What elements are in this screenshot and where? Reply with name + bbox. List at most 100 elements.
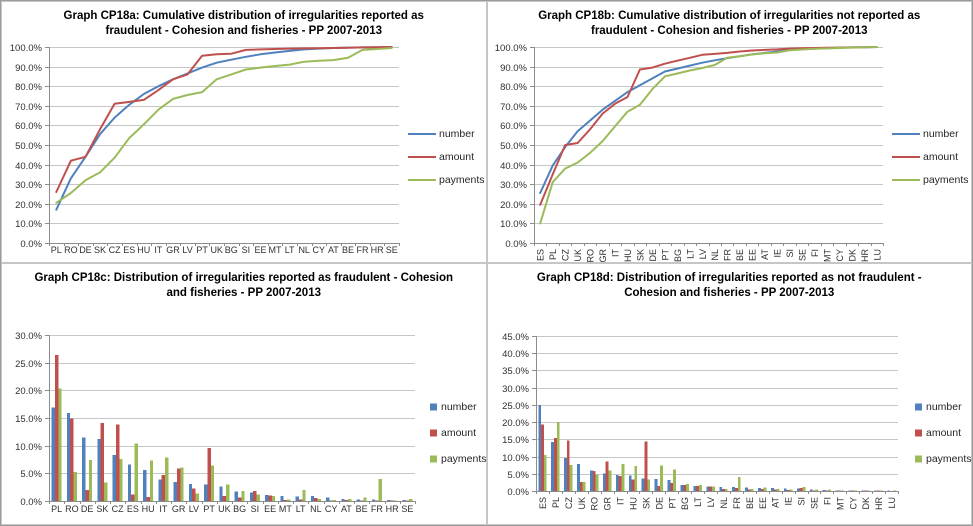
bar-payments-EE xyxy=(271,496,276,501)
bar-number-SK xyxy=(641,478,644,491)
y-tick-label: 35.0% xyxy=(502,366,529,377)
x-tick-label: LT xyxy=(285,245,295,255)
legend-label: number xyxy=(439,128,475,140)
x-tick-label: SI xyxy=(251,504,260,514)
x-tick-label: CZ xyxy=(560,249,570,261)
x-tick-label: UK xyxy=(218,504,231,514)
legend-label: number xyxy=(441,401,477,413)
y-tick-label: 80.0% xyxy=(15,82,42,93)
bar-payments-RO xyxy=(73,472,77,501)
legend-item-payments: payments xyxy=(408,174,485,186)
bar-amount-FR xyxy=(734,488,738,491)
bar-number-SI xyxy=(249,492,254,501)
x-tick-label: CY xyxy=(848,497,858,510)
bar-number-CY xyxy=(326,497,330,501)
bar-number-LU xyxy=(886,490,890,491)
x-tick-label: SE xyxy=(386,245,398,255)
bar-number-SE xyxy=(402,499,406,501)
bar-number-CY xyxy=(848,490,851,491)
bar-payments-LV xyxy=(711,486,715,491)
bar-payments-FI xyxy=(827,489,831,491)
bar-number-CZ xyxy=(112,455,116,501)
bar-payments-DE xyxy=(659,465,663,491)
legend-swatch-number xyxy=(914,403,922,411)
bar-number-BG xyxy=(679,484,683,491)
y-tick-label: 70.0% xyxy=(15,102,42,113)
x-tick-label: SE xyxy=(809,497,819,509)
bar-number-RO xyxy=(66,413,71,501)
y-tick-label: 5.0% xyxy=(507,470,529,481)
x-tick-label: RO xyxy=(64,245,78,255)
bar-number-FI xyxy=(822,489,825,491)
bar-payments-LV xyxy=(195,493,199,501)
bar-number-DE xyxy=(82,437,86,501)
y-tick-label: 40.0% xyxy=(500,161,527,172)
bar-amount-NL xyxy=(314,498,318,501)
y-tick-label: 10.0% xyxy=(502,453,529,464)
x-tick-label: HU xyxy=(142,504,155,514)
x-tick-label: EE xyxy=(264,504,276,514)
legend-label: number xyxy=(923,128,959,140)
chart-title-line2: fraudulent - Cohesion and fisheries - PP… xyxy=(590,25,868,37)
series-bars-payments xyxy=(543,422,896,491)
bar-number-PT xyxy=(204,484,208,501)
bar-amount-SE xyxy=(812,490,815,491)
bar-payments-HU xyxy=(149,460,154,501)
x-tick-label: SI xyxy=(785,249,795,258)
x-tick-label: GR xyxy=(598,248,608,262)
x-tick-label: NL xyxy=(718,497,728,509)
x-tick-label: PT xyxy=(203,504,215,514)
x-tick-label: EE xyxy=(254,245,266,255)
chart-title-line1: Graph CP18b: Cumulative distribution of … xyxy=(538,10,921,22)
x-tick-label: RO xyxy=(585,249,595,263)
y-tick-label: 60.0% xyxy=(15,121,42,132)
bar-amount-SK xyxy=(643,441,647,491)
series-bars-number xyxy=(51,407,406,501)
x-tick-label: IT xyxy=(154,245,163,255)
bar-amount-CZ xyxy=(566,440,570,491)
bar-number-MT xyxy=(835,490,838,491)
bar-number-CZ xyxy=(563,457,567,491)
legend-label: payments xyxy=(926,453,972,465)
x-tick-label: FR xyxy=(357,245,369,255)
bar-amount-DE xyxy=(85,489,89,501)
x-tick-label: BE xyxy=(735,249,745,261)
y-tick-label: 30.0% xyxy=(502,384,529,395)
x-tick-label: BE xyxy=(744,497,754,509)
x-tick-label: SI xyxy=(242,245,251,255)
legend-label: payments xyxy=(441,453,487,465)
panel-cp18d: Graph CP18d: Distribution of irregularit… xyxy=(486,263,972,525)
legend-swatch-payments xyxy=(914,455,922,463)
x-tick-label: PT xyxy=(667,497,677,509)
legend-swatch-number xyxy=(430,403,437,411)
x-tick-label: DK xyxy=(861,497,871,510)
bar-amount-FI xyxy=(824,490,828,491)
y-tick-label: 30.0% xyxy=(15,331,42,342)
y-tick-label: 20.0% xyxy=(500,200,527,211)
bar-number-LT xyxy=(295,496,299,501)
bar-payments-ES xyxy=(134,443,138,501)
bar-amount-SI xyxy=(799,487,802,491)
bar-amount-RO xyxy=(592,471,596,491)
x-tick-label: GR xyxy=(166,245,180,255)
y-tick-label: 20.0% xyxy=(15,200,42,211)
bar-amount-HU xyxy=(146,497,150,501)
x-tick-label: CY xyxy=(834,249,844,262)
bar-payments-LU xyxy=(892,490,896,491)
bar-number-BE xyxy=(356,499,360,501)
series-bars-number xyxy=(537,404,890,491)
chart-canvas-cp18a: 0.0% 10.0% 20.0% 30.0% 40.0% 50.0% 60.0% 70.0% 8… xyxy=(10,43,485,255)
gridlines xyxy=(45,47,399,244)
bar-number-UK xyxy=(219,486,223,501)
chart-title-line1: Graph CP18c: Distribution of irregularit… xyxy=(34,272,454,284)
x-tick-label: GR xyxy=(602,496,612,510)
x-tick-label: CZ xyxy=(109,245,121,255)
y-tick-label: 40.0% xyxy=(502,349,529,360)
bar-amount-BG xyxy=(682,484,686,491)
x-axis-ticks xyxy=(533,243,884,246)
x-tick-label: EE xyxy=(747,249,757,261)
x-tick-label: LV xyxy=(697,249,707,259)
legend-label: amount xyxy=(926,427,961,439)
bar-number-LT xyxy=(692,485,696,491)
x-tick-label: SE xyxy=(797,249,807,261)
